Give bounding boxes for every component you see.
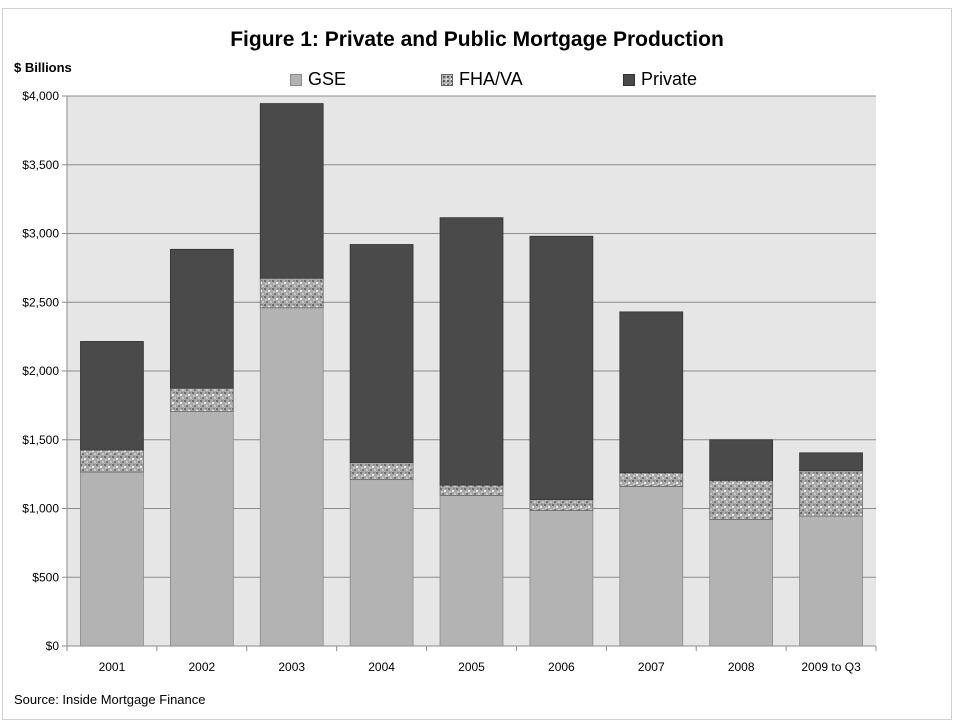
bar-fha-va — [260, 278, 323, 308]
y-tick-label: $1,500 — [22, 433, 59, 447]
x-tick-label: 2006 — [548, 660, 575, 674]
x-tick-label: 2007 — [638, 660, 665, 674]
y-tick-label: $0 — [46, 639, 60, 653]
bar-gse — [260, 308, 323, 646]
bar-private — [260, 104, 323, 279]
x-tick-label: 2005 — [458, 660, 485, 674]
x-tick-label: 2004 — [368, 660, 395, 674]
bar-gse — [710, 520, 773, 647]
source-note: Source: Inside Mortgage Finance — [14, 692, 206, 707]
y-tick-label: $500 — [32, 570, 59, 584]
y-tick-label: $2,500 — [22, 295, 59, 309]
bar-fha-va — [440, 485, 503, 495]
bar-gse — [620, 487, 683, 647]
y-tick-label: $3,500 — [22, 158, 59, 172]
bar-private — [530, 236, 593, 499]
bar-private — [800, 453, 863, 471]
y-tick-label: $3,000 — [22, 227, 59, 241]
bar-gse — [440, 495, 503, 646]
bar-fha-va — [350, 462, 413, 479]
bar-private — [170, 249, 233, 388]
y-tick-label: $1,000 — [22, 502, 59, 516]
bar-gse — [170, 412, 233, 646]
bar-fha-va — [530, 500, 593, 511]
bar-fha-va — [80, 450, 143, 472]
bar-fha-va — [710, 480, 773, 519]
x-tick-label: 2002 — [188, 660, 215, 674]
bar-fha-va — [620, 473, 683, 487]
bar-private — [440, 218, 503, 485]
bar-private — [710, 440, 773, 481]
x-tick-label: 2001 — [99, 660, 126, 674]
x-tick-label: 2008 — [728, 660, 755, 674]
x-tick-label: 2003 — [278, 660, 305, 674]
bar-private — [620, 312, 683, 473]
x-tick-label: 2009 to Q3 — [801, 660, 861, 674]
bar-gse — [800, 516, 863, 646]
bar-gse — [80, 472, 143, 646]
bar-private — [350, 245, 413, 463]
bar-fha-va — [800, 471, 863, 516]
bar-gse — [530, 511, 593, 646]
bar-gse — [350, 480, 413, 646]
bar-private — [80, 341, 143, 450]
bar-fha-va — [170, 388, 233, 411]
y-tick-label: $4,000 — [22, 89, 59, 103]
y-tick-label: $2,000 — [22, 364, 59, 378]
